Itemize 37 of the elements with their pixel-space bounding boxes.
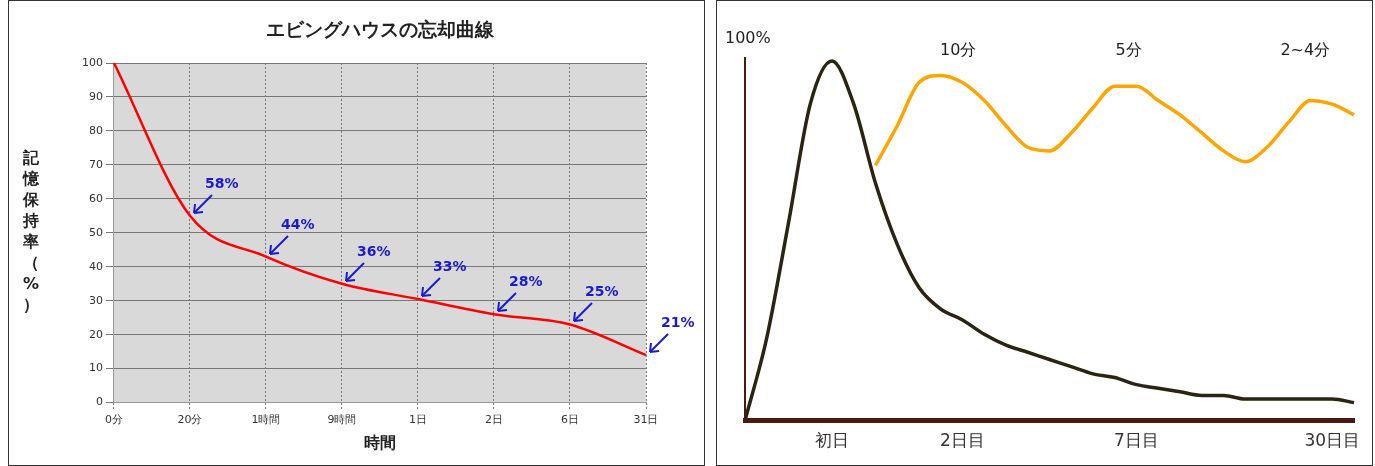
- y-tick-label: 30: [89, 293, 103, 307]
- annotation: 44%: [281, 215, 315, 232]
- y-axis-title: 記憶保持率（%）: [22, 148, 40, 315]
- y-tick-label: 0: [96, 395, 103, 409]
- y-tick-label: 10: [89, 361, 103, 375]
- x-tick-label: 20分: [177, 413, 203, 427]
- x-tick-label: 6日: [561, 413, 579, 427]
- x-tick-label: 2日目: [940, 430, 985, 451]
- text: 10分: [939, 40, 977, 60]
- y-tick-label: 40: [89, 259, 103, 273]
- annotation: 21%: [661, 314, 695, 331]
- y-tick-label: 50: [89, 225, 103, 239]
- chart-title: エビングハウスの忘却曲線: [266, 17, 495, 40]
- annotation: 28%: [509, 273, 543, 290]
- annotation: 58%: [205, 174, 239, 191]
- x-tick-label: 31日: [633, 413, 659, 427]
- x-axis-title: 時間: [364, 432, 396, 452]
- x-tick-label: 1時間: [251, 413, 281, 427]
- y-tick-label: 90: [89, 89, 103, 103]
- x-tick-label: 1日: [409, 413, 427, 427]
- annotation: 25%: [585, 283, 619, 300]
- annotation: 33%: [433, 258, 467, 275]
- y-tick-label: 20: [89, 327, 103, 341]
- y-tick-label: 70: [89, 157, 103, 171]
- y-tick-label: 100: [82, 55, 103, 69]
- x-tick-label: 7日目: [1114, 430, 1159, 451]
- text: 5分: [1115, 40, 1142, 60]
- x-tick-label: 0分: [105, 413, 123, 427]
- text: 100%: [725, 28, 771, 48]
- y-tick-label: 80: [89, 123, 103, 137]
- x-tick-label: 初日: [815, 430, 849, 451]
- y-tick-label: 60: [89, 191, 103, 205]
- annotation: 36%: [357, 242, 391, 259]
- text: 2~4分: [1280, 40, 1331, 60]
- x-tick-label: 30日目: [1304, 430, 1361, 451]
- x-tick-label: 9時間: [327, 413, 357, 427]
- x-tick-label: 2日: [485, 413, 503, 427]
